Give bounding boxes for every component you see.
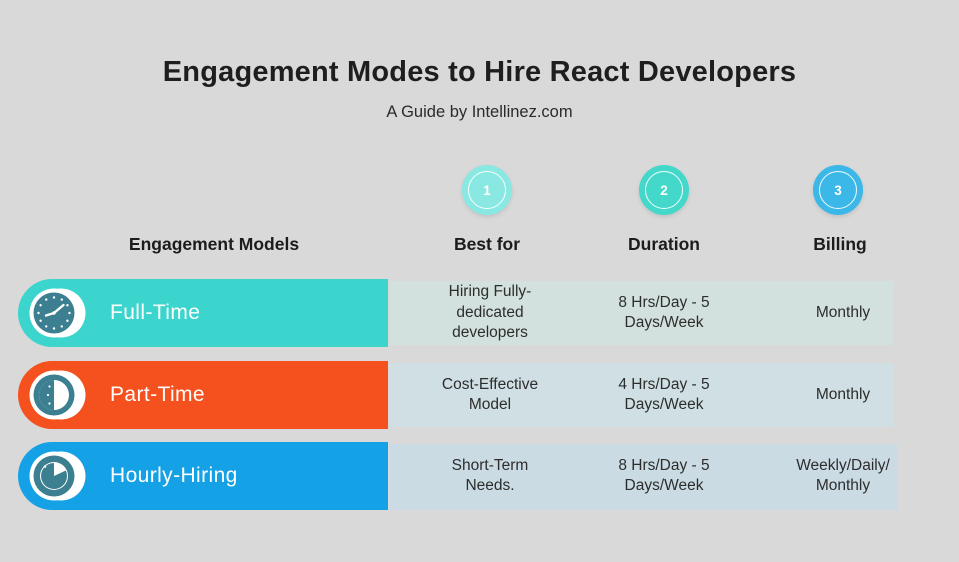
best-for-cell: Hiring Fully- dedicated developers xyxy=(448,283,532,342)
model-label: Part-Time xyxy=(110,383,205,406)
col-header-best-for: Best for xyxy=(453,234,521,254)
billing-cell: Monthly xyxy=(815,385,871,403)
billing-cell: Weekly/Daily/ Monthly xyxy=(796,456,890,494)
table-row-full-time: Full-Time Hiring Fully- dedicated develo… xyxy=(0,279,959,347)
half-time-clock-icon xyxy=(28,366,86,424)
row-cells-background xyxy=(390,363,893,427)
step-badge-1: 1 xyxy=(462,165,512,215)
model-label: Hourly-Hiring xyxy=(110,464,238,487)
step-number-2: 2 xyxy=(645,171,683,209)
table-row-hourly-hiring: Hourly-Hiring Short-Term Needs. 8 Hrs/Da… xyxy=(0,442,959,510)
step-number-3: 3 xyxy=(819,171,857,209)
col-header-billing: Billing xyxy=(813,234,867,254)
full-time-clock-icon xyxy=(28,284,86,342)
col-header-engagement-models: Engagement Models xyxy=(128,234,300,254)
step-badge-3: 3 xyxy=(813,165,863,215)
hourly-pie-clock-icon xyxy=(28,447,86,505)
billing-cell: Monthly xyxy=(815,303,871,321)
page-subtitle: A Guide by Intellinez.com xyxy=(386,103,573,121)
model-bar-hourly-hiring: Hourly-Hiring xyxy=(18,442,388,510)
page-title: Engagement Modes to Hire React Developer… xyxy=(162,56,797,88)
best-for-cell: Cost-Effective Model xyxy=(441,375,539,413)
best-for-cell: Short-Term Needs. xyxy=(451,456,529,494)
model-label: Full-Time xyxy=(110,301,201,324)
step-badge-2: 2 xyxy=(639,165,689,215)
table-row-part-time: Part-Time Cost-Effective Model 4 Hrs/Day… xyxy=(0,361,959,429)
duration-cell: 8 Hrs/Day - 5 Days/Week xyxy=(618,456,710,494)
step-number-1: 1 xyxy=(468,171,506,209)
row-cells-background xyxy=(390,444,898,510)
col-header-duration: Duration xyxy=(628,234,700,254)
duration-cell: 8 Hrs/Day - 5 Days/Week xyxy=(618,293,710,331)
model-bar-part-time: Part-Time xyxy=(18,361,388,429)
model-bar-full-time: Full-Time xyxy=(18,279,388,347)
duration-cell: 4 Hrs/Day - 5 Days/Week xyxy=(618,375,710,413)
row-cells-background xyxy=(390,281,893,345)
